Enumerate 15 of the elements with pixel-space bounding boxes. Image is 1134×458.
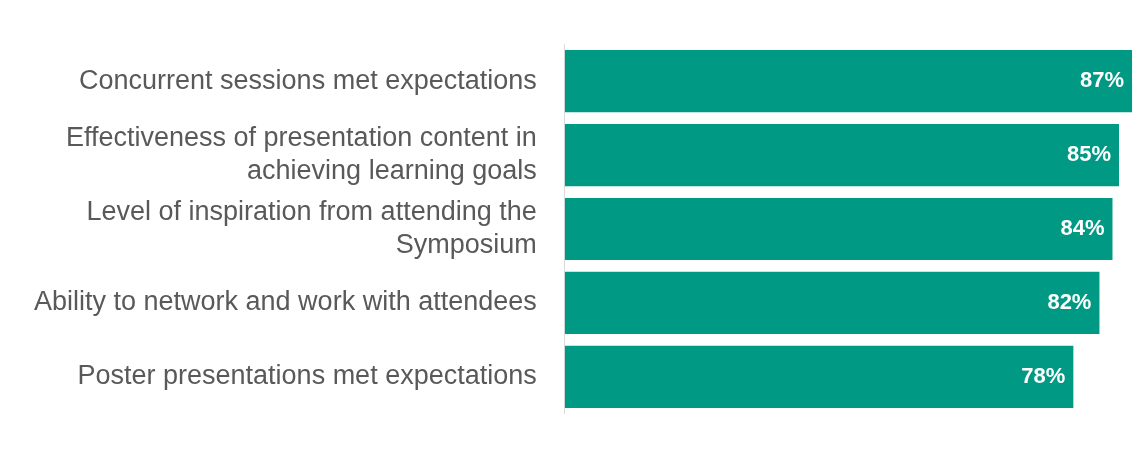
y-tick-label: Ability to network and work with attendees (33, 286, 537, 317)
bar (564, 50, 1133, 113)
bar (564, 197, 1113, 261)
bar (564, 271, 1100, 334)
data-label: 82% (1047, 288, 1092, 314)
y-tick-label: Poster presentations met expectations (77, 360, 537, 391)
y-tick-label: Effectiveness of presentation content in achieving learning goals (65, 122, 537, 185)
y-tick-label: Level of inspiration from attending the Symposium (86, 196, 537, 259)
data-label: 78% (1021, 362, 1066, 388)
bar (564, 124, 1119, 187)
data-label: 87% (1080, 67, 1125, 93)
bar (564, 345, 1074, 408)
y-tick-label: Concurrent sessions met expectations (79, 64, 537, 95)
data-label: 85% (1066, 141, 1111, 167)
data-label: 84% (1060, 215, 1105, 241)
